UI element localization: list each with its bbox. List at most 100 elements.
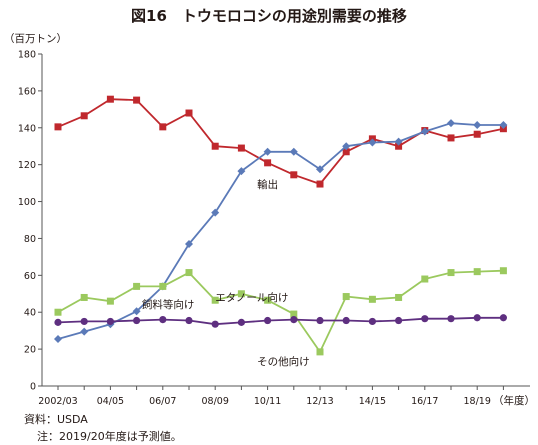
data-point [211,320,219,328]
data-point [473,268,481,276]
data-point [420,127,429,136]
data-point [185,239,193,248]
data-point [395,142,403,150]
y-tick-label: 20 [24,345,36,356]
data-point [290,310,298,318]
series-3 [54,267,507,356]
data-point [473,121,482,130]
data-point [54,308,62,316]
forecast-note: 注：2019/20年度は予測値。 [37,429,182,443]
data-point [237,167,246,176]
data-point [316,165,324,174]
data-point [133,96,141,104]
y-tick-label: 60 [24,271,36,282]
series-label: 飼料等向け [142,298,195,311]
x-tick-label: 16/17 [411,396,438,407]
data-point [133,316,141,325]
data-point [159,123,167,131]
data-point [263,147,272,156]
data-point [473,130,481,138]
data-point [54,123,62,131]
data-point [237,290,245,298]
data-point [211,142,219,150]
series-label: 輸出 [257,178,278,191]
data-point [316,316,324,325]
data-point [80,317,88,326]
series-1 [54,95,507,188]
y-axis-unit-label: （百万トン） [4,33,67,45]
data-point [395,293,403,301]
x-axis-unit-label: （年度） [493,394,535,407]
y-tick-label: 80 [24,234,36,245]
data-point [368,317,376,326]
data-point [80,293,88,301]
data-point [316,180,324,188]
data-point [447,119,455,128]
data-point [106,297,114,305]
data-point [80,327,89,336]
x-tick-label: 06/07 [149,396,176,407]
x-tick-label: 2002/03 [38,396,77,407]
x-tick-label: 10/11 [254,396,281,407]
data-point [290,316,298,324]
data-point [80,112,88,120]
data-point [447,134,455,142]
data-point [394,137,403,146]
data-point [159,316,167,324]
data-point [289,147,298,156]
y-tick-label: 120 [18,160,36,171]
axes: 0 20 40 60 80 100 120 140 160 180 2002/03 04/05 06/0… [18,50,530,407]
data-point [342,316,350,325]
data-point [421,275,429,283]
series-2 [54,119,508,343]
data-point [264,316,272,325]
data-point [132,307,141,316]
data-point [185,316,193,325]
data-point [368,138,377,147]
data-point [264,296,272,304]
data-point [447,269,455,277]
y-tick-label: 40 [24,308,36,319]
series-label: その他向け [257,355,310,368]
data-point [237,144,245,152]
data-point [395,316,403,325]
x-tick-label: 08/09 [202,396,229,407]
data-point [54,318,62,326]
data-point [342,293,350,301]
series-label: エタノール向け [215,291,288,304]
chart-title: 図16 トウモロコシの用途別需要の推移 [131,7,407,25]
data-point [473,314,481,322]
source-note: 資料：USDA [24,412,88,426]
data-point [421,315,429,323]
series-line [57,122,504,340]
data-point [106,95,114,103]
y-tick-label: 100 [18,197,36,208]
data-point [368,295,376,303]
data-point [342,142,351,151]
y-tick-label: 160 [18,86,36,97]
data-point [159,282,167,290]
data-point [185,109,193,117]
data-point [342,148,350,156]
data-point [237,318,245,326]
x-tick-label: 18/19 [464,396,491,407]
series-line [57,269,504,353]
series-4 [54,314,507,328]
y-tick-label: 0 [30,382,36,393]
data-point [185,269,193,277]
data-point [499,314,507,322]
y-tick-label: 180 [18,50,36,61]
series-layer [54,95,508,356]
series-line [57,316,504,326]
data-point [290,171,298,179]
data-point [54,334,62,343]
x-tick-label: 14/15 [359,396,386,407]
data-point [499,121,508,130]
data-point [106,317,114,326]
x-tick-label: 04/05 [97,396,124,407]
data-point [264,159,272,167]
data-point [316,348,324,356]
data-point [447,315,455,323]
